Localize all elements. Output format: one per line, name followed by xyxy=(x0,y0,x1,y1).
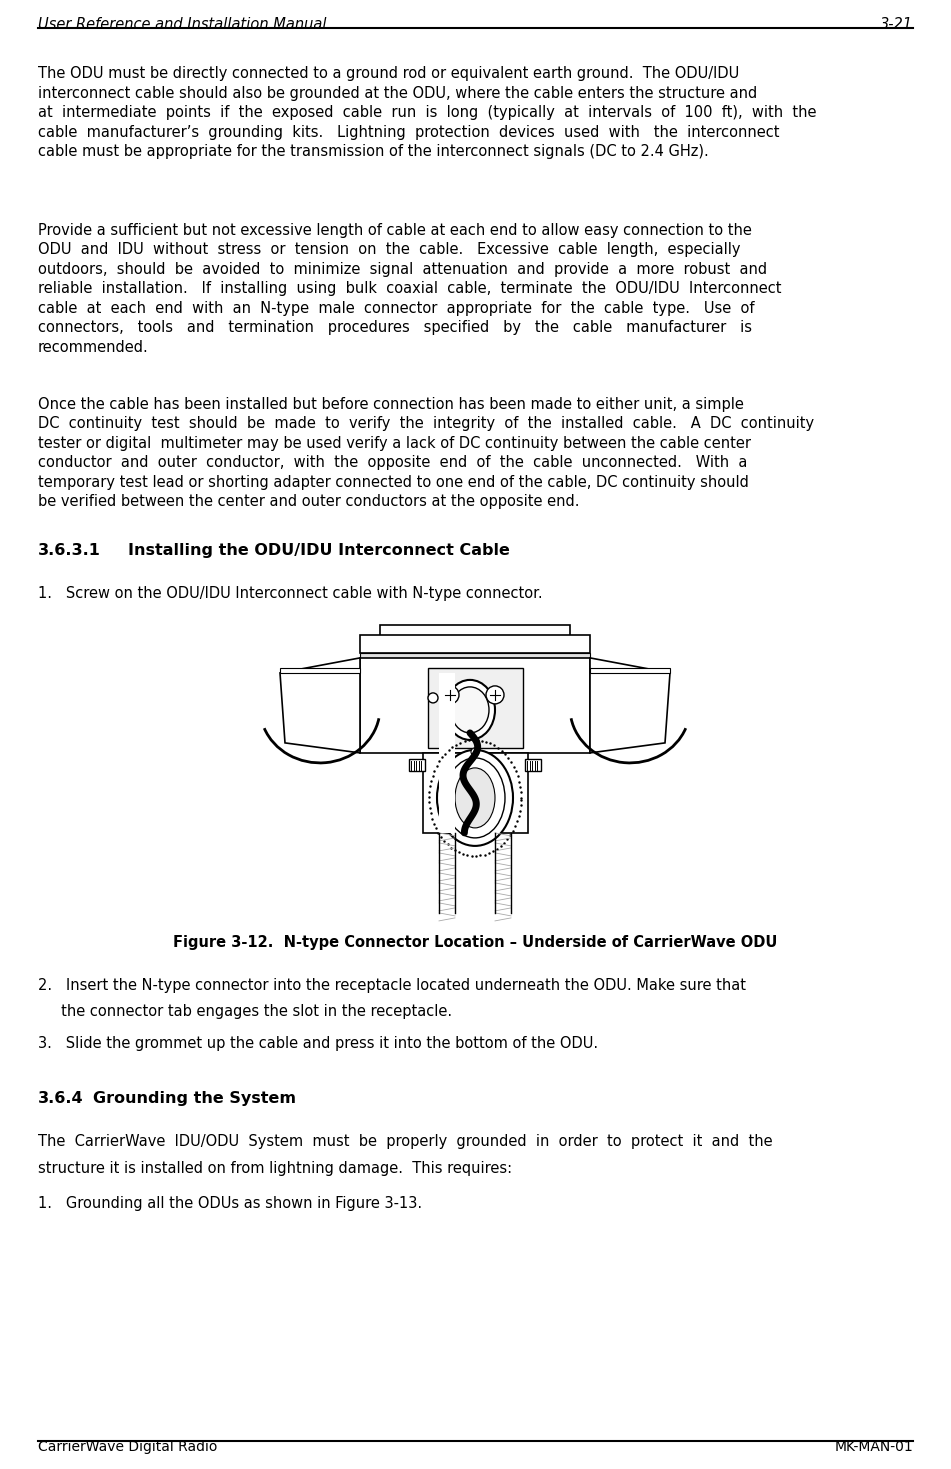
Text: the connector tab engages the slot in the receptacle.: the connector tab engages the slot in th… xyxy=(38,1005,452,1019)
Ellipse shape xyxy=(437,749,513,846)
Text: Provide a sufficient but not excessive length of cable at each end to allow easy: Provide a sufficient but not excessive l… xyxy=(38,222,782,355)
Polygon shape xyxy=(590,658,670,754)
Text: Figure 3-12.  N-type Connector Location – Underside of CarrierWave ODU: Figure 3-12. N-type Connector Location –… xyxy=(173,934,777,950)
Bar xyxy=(360,658,590,754)
Bar xyxy=(280,668,360,673)
Text: 3-21: 3-21 xyxy=(880,18,913,32)
Text: CarrierWave Digital Radio: CarrierWave Digital Radio xyxy=(38,1440,218,1454)
Ellipse shape xyxy=(451,687,489,733)
Ellipse shape xyxy=(445,680,495,740)
Circle shape xyxy=(471,748,479,757)
Bar xyxy=(380,624,570,638)
Text: structure it is installed on from lightning damage.  This requires:: structure it is installed on from lightn… xyxy=(38,1161,513,1175)
Text: 1.   Screw on the ODU/IDU Interconnect cable with N-type connector.: 1. Screw on the ODU/IDU Interconnect cab… xyxy=(38,586,543,601)
Bar xyxy=(428,668,523,748)
Text: Once the cable has been installed but before connection has been made to either : Once the cable has been installed but be… xyxy=(38,397,814,510)
Text: The ODU must be directly connected to a ground rod or equivalent earth ground.  : The ODU must be directly connected to a … xyxy=(38,66,817,159)
Text: 3.6.4: 3.6.4 xyxy=(38,1091,84,1106)
Circle shape xyxy=(428,693,438,702)
Text: The  CarrierWave  IDU/ODU  System  must  be  properly  grounded  in  order  to  : The CarrierWave IDU/ODU System must be p… xyxy=(38,1134,772,1149)
Bar xyxy=(590,668,670,673)
Ellipse shape xyxy=(445,758,505,837)
Bar xyxy=(525,759,541,771)
Text: 3.6.3.1: 3.6.3.1 xyxy=(38,544,101,558)
Circle shape xyxy=(441,686,459,704)
Text: Installing the ODU/IDU Interconnect Cable: Installing the ODU/IDU Interconnect Cabl… xyxy=(128,544,510,558)
Text: 3.   Slide the grommet up the cable and press it into the bottom of the ODU.: 3. Slide the grommet up the cable and pr… xyxy=(38,1036,598,1052)
Bar xyxy=(423,754,528,833)
Text: 2.   Insert the N-type connector into the receptacle located underneath the ODU.: 2. Insert the N-type connector into the … xyxy=(38,978,746,993)
Text: User Reference and Installation Manual: User Reference and Installation Manual xyxy=(38,18,326,32)
Text: 1.   Grounding all the ODUs as shown in Figure 3-13.: 1. Grounding all the ODUs as shown in Fi… xyxy=(38,1196,422,1212)
Text: Grounding the System: Grounding the System xyxy=(93,1091,296,1106)
Ellipse shape xyxy=(455,768,495,829)
Bar xyxy=(409,759,425,771)
Bar xyxy=(360,652,590,658)
Bar xyxy=(360,635,590,652)
Polygon shape xyxy=(280,658,360,754)
Text: MK-MAN-01: MK-MAN-01 xyxy=(834,1440,913,1454)
Bar xyxy=(439,673,455,833)
Circle shape xyxy=(486,686,504,704)
